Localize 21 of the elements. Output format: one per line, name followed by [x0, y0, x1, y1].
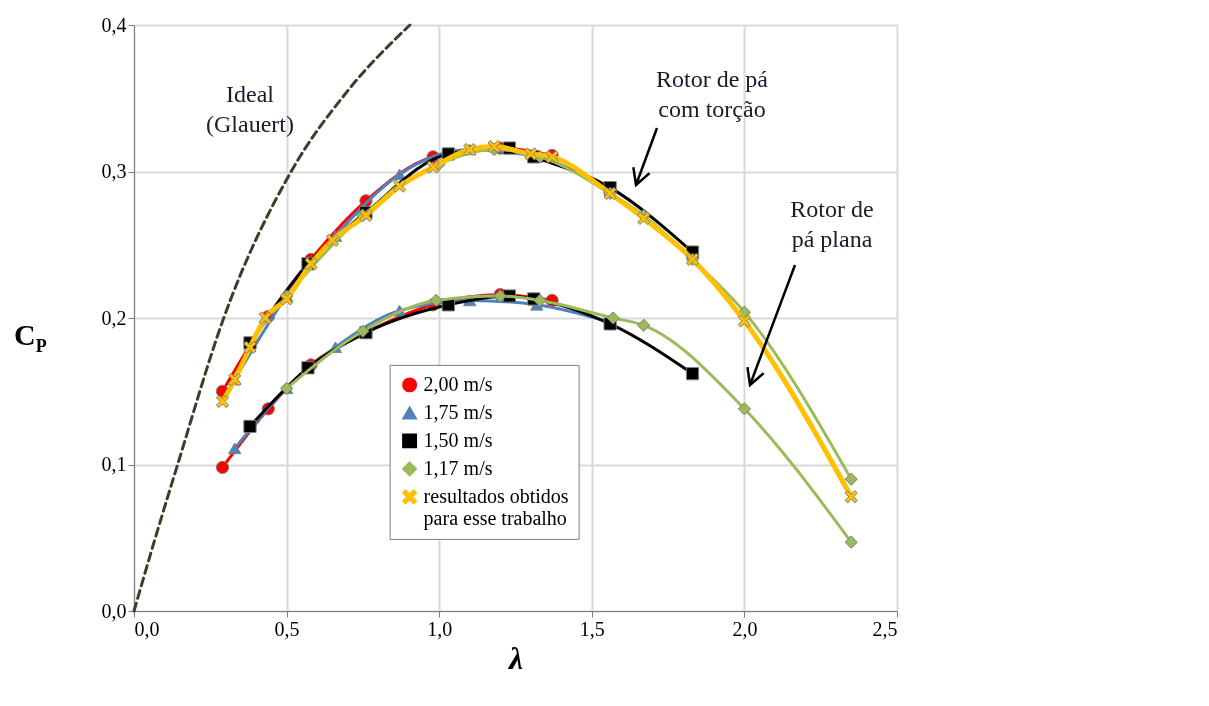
annotation: Rotor de pá com torção: [656, 66, 769, 122]
y-tick-label: 0,3: [101, 160, 127, 182]
y-tick-label: 0,1: [101, 453, 127, 475]
x-tick-label: 0,5: [274, 617, 300, 640]
y-tick-label: 0,0: [101, 599, 127, 622]
legend-label: 1,50 m/s: [423, 428, 493, 451]
x-axis-title: λ: [506, 639, 524, 676]
annotation: Rotor de pá plana: [790, 196, 874, 252]
x-tick-label: 1,0: [427, 617, 453, 640]
legend-label: 1,17 m/s: [423, 456, 493, 479]
annotation: Ideal (Glauert): [206, 81, 294, 137]
legend-label: 2,00 m/s: [423, 372, 493, 395]
x-tick-label: 2,5: [872, 617, 898, 640]
legend-label: resultados obtidos para esse trabalho: [423, 484, 569, 530]
y-tick-label: 0,4: [101, 13, 127, 36]
y-tick-label: 0,2: [101, 306, 127, 329]
x-tick-label: 0,0: [134, 617, 160, 640]
x-tick-label: 1,5: [579, 617, 605, 640]
y-axis-title: C$_{P}$: [14, 318, 47, 357]
x-tick-label: 2,0: [732, 617, 758, 640]
legend-label: 1,75 m/s: [423, 400, 493, 423]
